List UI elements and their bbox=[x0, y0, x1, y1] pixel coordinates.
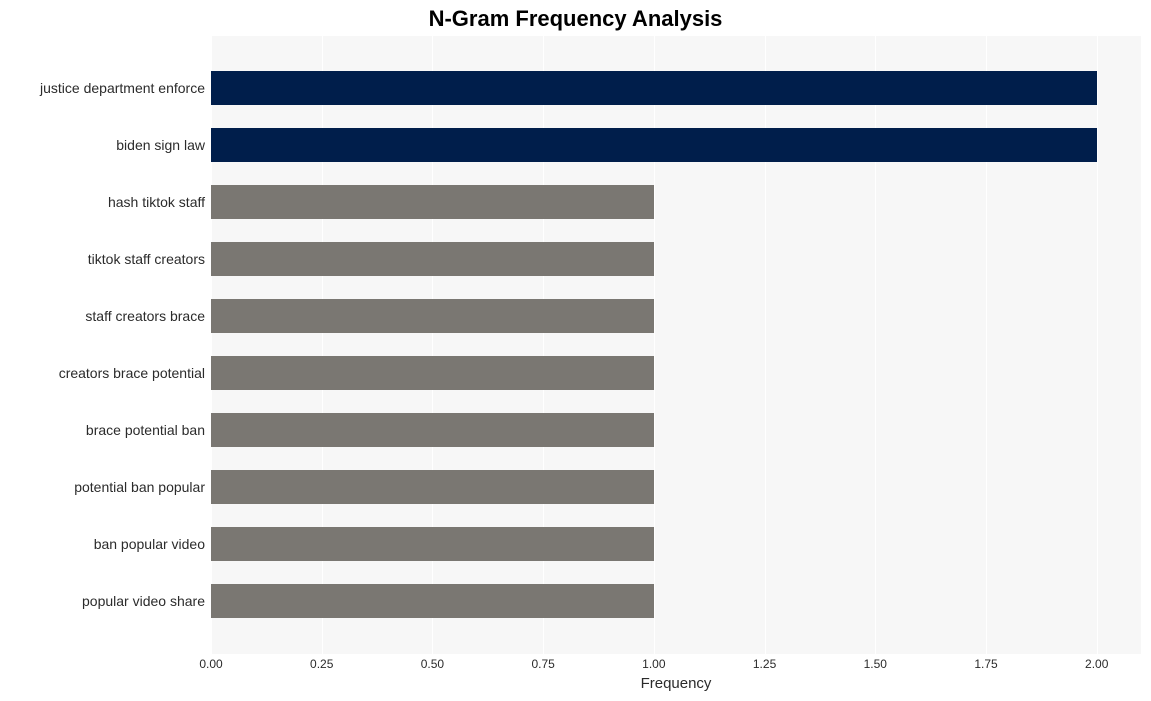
y-tick-label: justice department enforce bbox=[5, 71, 205, 105]
x-tick-label: 1.50 bbox=[864, 657, 887, 671]
x-tick-label: 1.25 bbox=[753, 657, 776, 671]
x-tick-label: 0.50 bbox=[421, 657, 444, 671]
bar bbox=[211, 584, 654, 618]
y-tick-label: biden sign law bbox=[5, 128, 205, 162]
bar bbox=[211, 71, 1097, 105]
bar bbox=[211, 356, 654, 390]
y-tick-label: hash tiktok staff bbox=[5, 185, 205, 219]
bar bbox=[211, 128, 1097, 162]
grid-line bbox=[1097, 36, 1098, 654]
bar bbox=[211, 470, 654, 504]
y-tick-label: staff creators brace bbox=[5, 299, 205, 333]
y-tick-label: tiktok staff creators bbox=[5, 242, 205, 276]
x-tick-label: 0.25 bbox=[310, 657, 333, 671]
y-tick-label: creators brace potential bbox=[5, 356, 205, 390]
y-tick-label: potential ban popular bbox=[5, 470, 205, 504]
bar bbox=[211, 299, 654, 333]
y-tick-label: popular video share bbox=[5, 584, 205, 618]
bar bbox=[211, 413, 654, 447]
bar bbox=[211, 527, 654, 561]
plot-area bbox=[211, 36, 1141, 654]
x-tick-label: 1.00 bbox=[642, 657, 665, 671]
x-tick-label: 0.75 bbox=[531, 657, 554, 671]
chart-title: N-Gram Frequency Analysis bbox=[0, 6, 1151, 32]
x-tick-label: 1.75 bbox=[974, 657, 997, 671]
x-tick-label: 2.00 bbox=[1085, 657, 1108, 671]
x-tick-label: 0.00 bbox=[199, 657, 222, 671]
y-tick-label: ban popular video bbox=[5, 527, 205, 561]
x-axis-label: Frequency bbox=[211, 675, 1141, 692]
bar bbox=[211, 242, 654, 276]
ngram-frequency-chart: N-Gram Frequency Analysis Frequency 0.00… bbox=[0, 0, 1151, 701]
bar bbox=[211, 185, 654, 219]
y-tick-label: brace potential ban bbox=[5, 413, 205, 447]
